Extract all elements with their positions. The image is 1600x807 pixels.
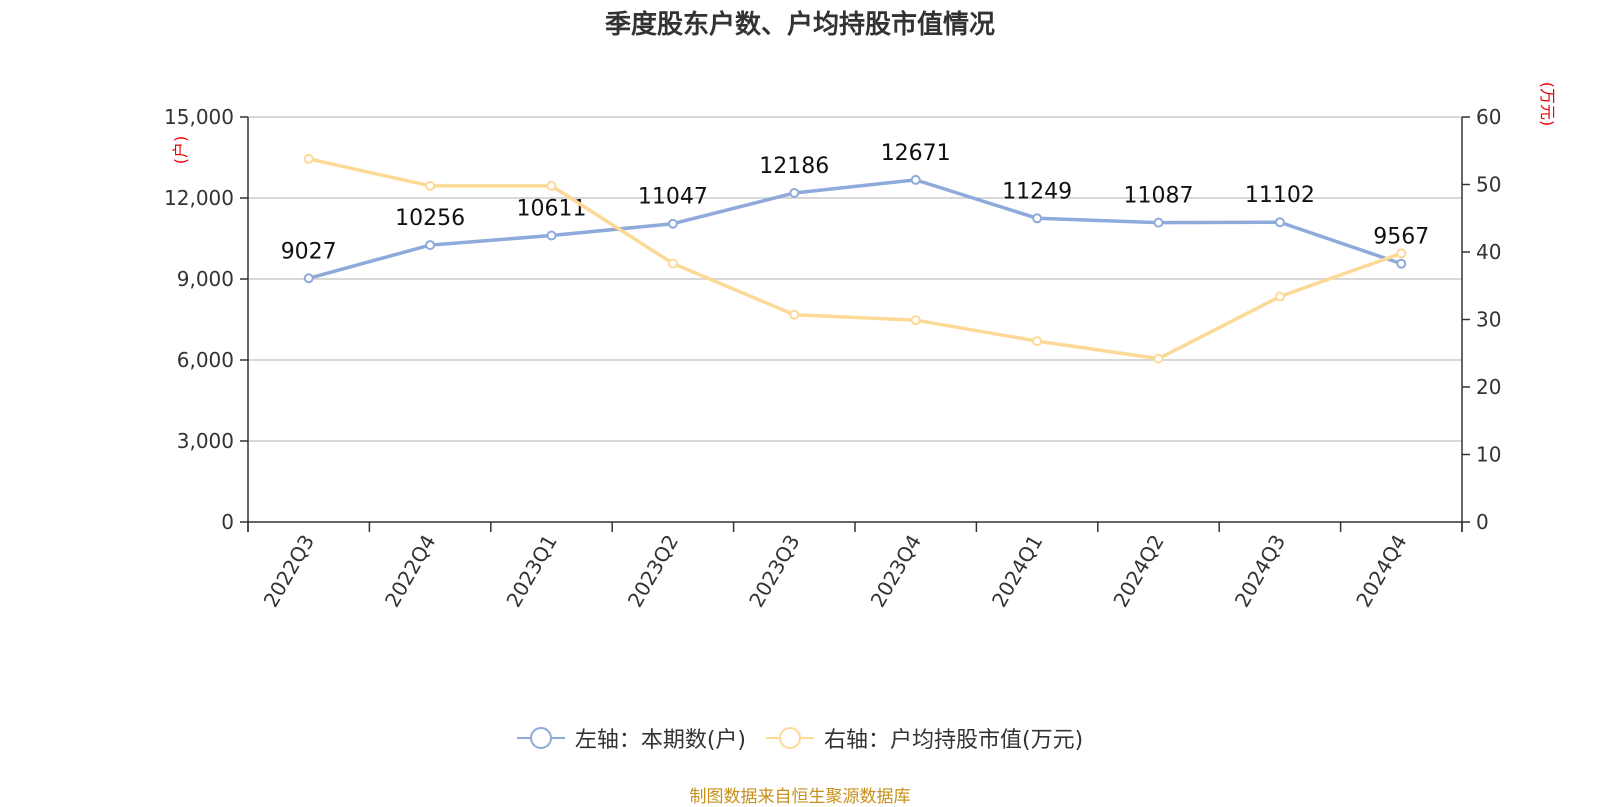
data-point-right — [1153, 353, 1164, 364]
left-axis-tick-label: 6,000 — [177, 348, 234, 372]
data-point-right — [1032, 336, 1043, 347]
series-line-left — [308, 178, 1402, 280]
data-label: 11102 — [1245, 183, 1315, 208]
right-axis-tick-label: 40 — [1476, 240, 1501, 264]
x-axis-tick-label: 2022Q3 — [259, 531, 319, 612]
left-axis-tick-label: 3,000 — [177, 429, 234, 453]
x-axis-tick-label: 2024Q3 — [1230, 531, 1290, 612]
x-axis-tick-label: 2023Q1 — [501, 531, 561, 612]
data-point-right — [910, 315, 921, 326]
x-axis-tick-label: 2023Q2 — [623, 531, 683, 612]
data-label: 11249 — [1002, 179, 1072, 204]
data-point-right — [789, 309, 800, 320]
data-label: 12671 — [881, 141, 951, 166]
legend-item-right-series[interactable]: 右轴：户均持股市值(万元) — [766, 722, 1083, 754]
left-axis-tick-label: 12,000 — [164, 186, 234, 210]
data-label: 9567 — [1373, 225, 1429, 250]
right-axis-tick-label: 20 — [1476, 375, 1501, 399]
legend-label-left-series: 左轴：本期数(户) — [574, 728, 746, 753]
x-axis-tick-label: 2023Q3 — [744, 531, 804, 612]
data-label: 12186 — [759, 154, 829, 179]
data-point-left — [1032, 213, 1043, 224]
data-point-right — [425, 180, 436, 191]
x-axis-tick-label: 2022Q4 — [380, 531, 440, 612]
right-axis-tick-label: 50 — [1476, 173, 1501, 197]
chart-title: 季度股东户数、户均持股市值情况 — [604, 10, 995, 40]
data-point-left — [1396, 258, 1407, 269]
left-axis-tick-label: 15,000 — [164, 105, 234, 129]
data-point-left — [425, 240, 436, 251]
data-label: 9027 — [281, 239, 337, 264]
data-point-right — [1396, 248, 1407, 259]
legend-left-series-icon — [516, 727, 565, 749]
data-point-right — [667, 258, 678, 269]
right-axis-tick-label: 60 — [1476, 105, 1501, 129]
data-point-left — [910, 174, 921, 185]
legend-label-right-series: 右轴：户均持股市值(万元) — [824, 728, 1084, 753]
legend-right-series-icon — [766, 727, 814, 749]
data-point-right — [546, 180, 557, 191]
data-point-left — [1153, 217, 1164, 228]
right-axis-tick-label: 0 — [1476, 510, 1489, 534]
x-axis-tick-label: 2024Q2 — [1108, 531, 1168, 612]
left-axis-unit: (户) — [171, 136, 190, 165]
right-axis-tick-label: 30 — [1476, 308, 1501, 332]
left-axis-tick-label: 9,000 — [177, 267, 234, 291]
data-label: 11047 — [638, 185, 708, 210]
x-axis-tick-label: 2023Q4 — [866, 531, 926, 612]
data-label: 10256 — [395, 206, 465, 231]
data-point-right — [1274, 291, 1285, 302]
data-point-left — [1274, 217, 1285, 228]
legend-item-left-series[interactable]: 左轴：本期数(户) — [516, 722, 746, 754]
data-point-right — [303, 153, 314, 164]
x-axis-tick-label: 2024Q1 — [987, 531, 1047, 612]
right-axis-unit: (万元) — [1538, 82, 1557, 127]
data-point-left — [789, 187, 800, 198]
x-axis-tick-label: 2024Q4 — [1351, 531, 1411, 612]
series-line-right — [308, 157, 1402, 361]
legend: 左轴：本期数(户) 右轴：户均持股市值(万元) — [0, 722, 1600, 754]
source-note: 制图数据来自恒生聚源数据库 — [689, 787, 911, 807]
data-label: 11087 — [1124, 184, 1194, 209]
data-point-left — [546, 230, 557, 241]
data-point-left — [303, 273, 314, 284]
right-axis-tick-label: 10 — [1476, 443, 1501, 467]
left-axis-tick-label: 0 — [221, 510, 234, 534]
data-point-left — [667, 218, 678, 229]
